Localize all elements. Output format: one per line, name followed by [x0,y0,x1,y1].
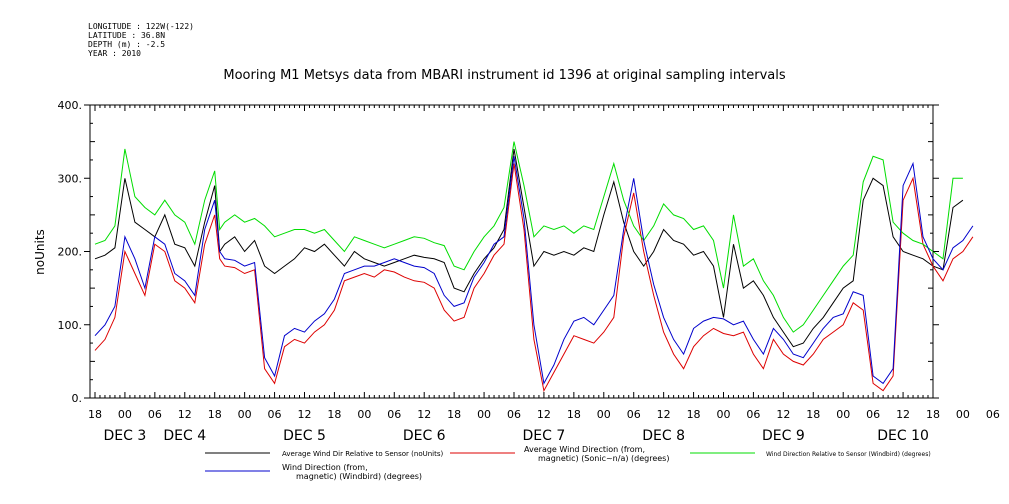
x-date-label: DEC 4 [163,428,206,444]
y-tick-label: 400. [58,99,83,112]
x-tick-label: 12 [417,408,431,421]
x-tick-label: 18 [567,408,581,421]
header-year: YEAR : 2010 [88,49,141,58]
x-date-label: DEC 8 [642,428,685,444]
x-tick-label: 18 [926,408,940,421]
series-line-3 [94,141,963,333]
y-tick-label: 300. [58,172,83,185]
x-tick-label: 18 [327,408,341,421]
x-tick-label: 18 [88,408,102,421]
x-tick-label: 00 [118,408,132,421]
header-latitude: LATITUDE : 36.8N [88,31,166,40]
legend-label-4: magnetic) (Windbird) (degrees) [296,472,422,481]
y-tick-label: 100. [58,319,83,332]
legend-label-3: Wind Direction Relative to Sensor (Windb… [766,451,931,458]
x-tick-label: 00 [238,408,252,421]
x-tick-label: 00 [597,408,611,421]
x-tick-label: 06 [268,408,282,421]
x-tick-label: 06 [986,408,1000,421]
x-date-label: DEC 7 [523,428,566,444]
y-axis-label: noUnits [33,229,47,275]
legend-label-2: Average Wind Direction (from, [524,445,645,454]
x-tick-label: 06 [866,408,880,421]
x-tick-label: 18 [687,408,701,421]
y-tick-label: 200. [58,246,83,259]
x-date-label: DEC 6 [403,428,446,444]
x-tick-label: 18 [208,408,222,421]
x-tick-label: 12 [297,408,311,421]
x-tick-label: 12 [178,408,192,421]
x-tick-label: 00 [357,408,371,421]
legend-label-2: magnetic) (Sonic~n/a) (degrees) [538,454,669,463]
x-tick-label: 06 [627,408,641,421]
y-tick-label: 0. [72,392,83,405]
x-tick-label: 06 [507,408,521,421]
x-date-label: DEC 3 [104,428,147,444]
x-tick-label: 06 [148,408,162,421]
x-tick-label: 00 [836,408,850,421]
x-tick-label: 00 [956,408,970,421]
header-longitude: LONGITUDE : 122W(-122) [88,22,194,31]
x-tick-label: 18 [447,408,461,421]
series-line-2 [94,163,974,393]
x-tick-label: 12 [537,408,551,421]
x-tick-label: 06 [387,408,401,421]
x-date-label: DEC 9 [762,428,805,444]
header-depth: DEPTH (m) : -2.5 [88,40,166,49]
x-date-label: DEC 10 [877,428,929,444]
x-date-label: DEC 5 [283,428,326,444]
legend-label-1: Average Wind Dir Relative to Sensor (noU… [282,450,443,458]
x-tick-label: 00 [477,408,491,421]
x-tick-label: 12 [776,408,790,421]
x-tick-label: 06 [746,408,760,421]
x-tick-label: 00 [716,408,730,421]
chart-title: Mooring M1 Metsys data from MBARI instru… [223,68,786,83]
series-line-1 [94,148,964,348]
plot-frame [89,104,934,399]
x-tick-label: 18 [806,408,820,421]
series-line-4 [94,156,974,385]
x-tick-label: 12 [896,408,910,421]
legend-label-4: Wind Direction (from, [282,463,368,472]
x-tick-label: 12 [657,408,671,421]
